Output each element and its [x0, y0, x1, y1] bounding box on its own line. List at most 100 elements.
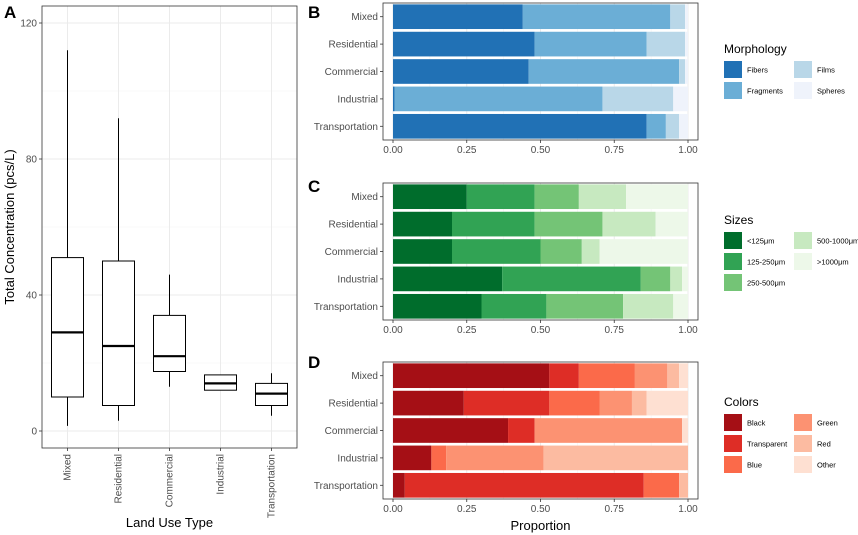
x-tick-label: Mixed [63, 454, 74, 481]
bar-segment-residential-4 [631, 390, 647, 416]
bar-segment-mixed-1 [549, 363, 579, 389]
legend-label: Transparent [747, 440, 788, 449]
bar-segment-mixed-3 [578, 184, 627, 210]
bar-segment-industrial-2 [602, 86, 674, 112]
panel-letter-c: C [308, 177, 320, 196]
x-tick-label: 1.00 [678, 325, 698, 336]
y-tick-label: Commercial [325, 247, 378, 258]
bar-segment-residential-0 [393, 31, 535, 57]
bar-segment-commercial-5 [682, 418, 688, 443]
bar-segment-transportation-1 [481, 293, 547, 319]
bar-segment-mixed-1 [522, 4, 671, 30]
bar-segment-transportation-0 [393, 472, 405, 498]
x-tick-label: 0.25 [457, 325, 477, 336]
bar-segment-industrial-3 [446, 445, 544, 471]
bar-segment-mixed-2 [670, 4, 686, 30]
bar-segment-industrial-3 [673, 86, 688, 112]
y-tick-label: Commercial [325, 67, 378, 78]
bar-segment-mixed-5 [679, 363, 688, 389]
bar-segment-transportation-1 [404, 472, 644, 498]
y-tick-label: 0 [31, 427, 37, 438]
legend-title: Morphology [724, 42, 787, 56]
bar-segment-industrial-0 [393, 86, 395, 112]
legend-title: Sizes [724, 213, 753, 227]
legend-label: Fibers [747, 66, 768, 75]
bar-segment-transportation-3 [623, 293, 674, 319]
legend-swatch [724, 435, 742, 452]
bar-segment-mixed-0 [393, 363, 550, 389]
legend-swatch [794, 456, 812, 473]
bar-segment-residential-5 [646, 390, 688, 416]
bar-segment-mixed-1 [466, 184, 535, 210]
y-tick-label: Industrial [337, 274, 378, 285]
box-industrial [204, 374, 237, 391]
box-mixed [51, 50, 84, 426]
bar-segment-commercial-0 [393, 59, 529, 84]
bar-segment-transportation-2 [665, 113, 680, 139]
bar-segment-commercial-4 [599, 239, 688, 264]
legend-swatch [724, 253, 742, 270]
bar-segment-residential-3 [685, 31, 688, 57]
bar-segment-industrial-1 [502, 266, 641, 292]
legend-label: 500-1000μm [817, 237, 858, 246]
y-tick-label: Mixed [351, 12, 378, 23]
legend-swatch [724, 232, 742, 249]
panel-letter-a: A [4, 3, 16, 22]
bar-segment-residential-2 [646, 31, 686, 57]
panel-a-boxplot: 0 40 80 120 Mixed Residential Commercial Indust… [2, 5, 298, 530]
legend-swatch [794, 82, 812, 99]
legend-label: 250-500μm [747, 279, 785, 288]
bar-segment-residential-2 [534, 211, 603, 237]
y-tick-label: Transportation [314, 302, 378, 313]
bar-segment-industrial-4 [682, 266, 688, 292]
bar-segment-residential-0 [393, 211, 452, 237]
panel-c-stacked-bars: Mixed Residential Commercial Industrial Tran… [314, 182, 699, 336]
bar-segment-residential-0 [393, 390, 464, 416]
y-tick-label: Commercial [325, 426, 378, 437]
legend-swatch [794, 414, 812, 431]
bar-segment-transportation-0 [393, 113, 647, 139]
legend-label: Black [747, 419, 766, 428]
box-iqr [51, 257, 84, 398]
bar-segment-commercial-3 [581, 239, 600, 264]
bar-segment-industrial-4 [543, 445, 688, 471]
y-tick-label: Industrial [337, 453, 378, 464]
x-tick-label: 0.75 [605, 325, 625, 336]
bar-segment-commercial-3 [685, 59, 688, 84]
bar-segment-commercial-0 [393, 418, 509, 443]
y-tick-label: Industrial [337, 94, 378, 105]
box-commercial [153, 274, 186, 387]
legend-swatch [794, 253, 812, 270]
x-tick-label: 0.00 [383, 325, 403, 336]
bar-segment-industrial-3 [670, 266, 683, 292]
legend-swatch [724, 61, 742, 78]
bar-segment-industrial-0 [393, 266, 503, 292]
box-iqr [153, 314, 186, 372]
x-tick-label: Industrial [216, 454, 227, 495]
bar-segment-transportation-1 [646, 113, 666, 139]
bar-segment-residential-2 [549, 390, 600, 416]
bar-segment-mixed-2 [578, 363, 635, 389]
legend-label: Fragments [747, 87, 783, 96]
y-tick-label: Residential [329, 399, 378, 410]
bar-segment-mixed-4 [626, 184, 688, 210]
legend-label: <125μm [747, 237, 774, 246]
legend-title: Colors [724, 395, 759, 409]
bar-segment-residential-1 [463, 390, 550, 416]
y-tick-label: 120 [20, 19, 37, 30]
bar-segment-residential-1 [534, 31, 647, 57]
bar-segment-mixed-3 [634, 363, 668, 389]
legend-b: Morphology Fibers Fragments Films Spheres [724, 42, 845, 99]
x-tick-label: 0.50 [531, 504, 551, 515]
bar-segment-transportation-2 [643, 472, 680, 498]
legend-swatch [794, 61, 812, 78]
bar-segment-residential-4 [655, 211, 688, 237]
panel-b-stacked-bars: Mixed Residential Commercial Industrial Tran… [314, 2, 699, 156]
legend-swatch [794, 435, 812, 452]
box-residential [102, 118, 135, 421]
bar-segment-commercial-1 [508, 418, 535, 443]
legend-label: Green [817, 419, 838, 428]
legend-label: Spheres [817, 87, 845, 96]
y-tick-label: Mixed [351, 371, 378, 382]
legend-swatch [724, 274, 742, 291]
